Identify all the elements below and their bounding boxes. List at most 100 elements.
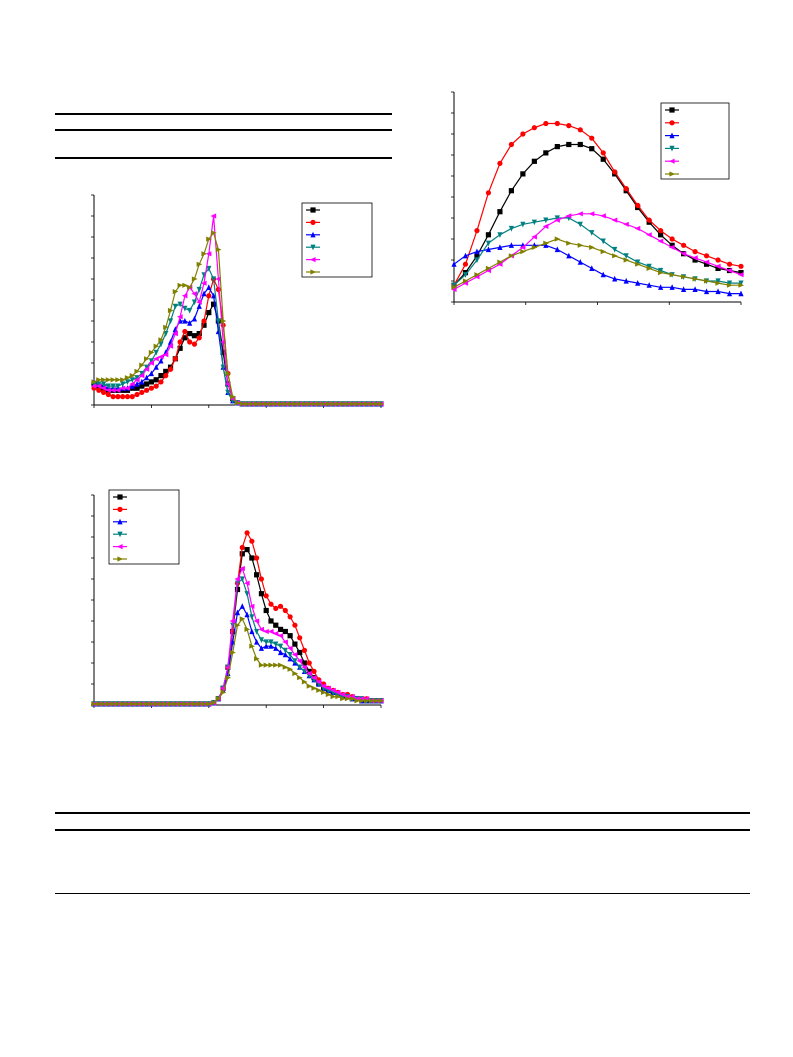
- chart-c-series-3-point: [635, 259, 641, 266]
- chart-b-series-3-point: [254, 628, 260, 635]
- chart-c-series-0-point: [554, 144, 560, 150]
- chart-c-series-2-point: [600, 271, 606, 278]
- chart-a-series-1-point: [100, 389, 107, 395]
- chart-a-series-5: [91, 230, 385, 407]
- chart-a-series-1-point: [187, 339, 193, 345]
- chart-c-series-0-point: [703, 261, 710, 267]
- chart-c-series-3-line: [453, 217, 741, 286]
- chart-a-series-4-point: [220, 339, 226, 345]
- chart-c-series-4-point: [600, 213, 606, 219]
- chart-b-series-2-point: [239, 603, 245, 609]
- chart-a-series-1-point: [163, 373, 169, 379]
- chart-b-legend: [108, 489, 180, 565]
- chart-a-series-0-point: [148, 379, 154, 385]
- chart-b-series-2-point: [249, 628, 255, 635]
- chart-c-series-0-point: [600, 156, 606, 162]
- chart-b-series-0-point: [292, 641, 298, 647]
- chart-c-series-2-point: [692, 286, 698, 292]
- chart-a-series-2-point: [210, 292, 217, 299]
- chart-b-series-4-point: [310, 675, 317, 681]
- chart-b-series-3: [91, 576, 384, 708]
- chart-a-series-5-point: [297, 401, 303, 407]
- chart-c-series-1-point: [612, 169, 618, 175]
- chart-a-series-0-point: [201, 322, 207, 328]
- chart-c-series-5-point: [612, 253, 618, 259]
- chart-a-legend-marker-2: [310, 231, 316, 238]
- chart-a-series-3-point: [100, 381, 107, 388]
- chart-b-series-5-point: [91, 701, 98, 707]
- chart-a-series-4-point: [181, 293, 188, 299]
- chart-a-series-0-point: [210, 301, 217, 307]
- chart-a-series-5-point: [96, 377, 102, 383]
- chart-a-legend-marker-4: [309, 257, 316, 263]
- chart-c-series-5-point: [600, 249, 607, 255]
- chart-a-series-0-point: [134, 385, 140, 391]
- chart-a-legend-marker-5: [310, 269, 317, 275]
- table-top-rule-3: [55, 157, 392, 159]
- chart-b-series-5-point: [177, 701, 184, 707]
- chart-c-series-2-point: [669, 284, 675, 290]
- chart-c-series-4-point: [565, 213, 572, 219]
- chart-b-series-3-point: [239, 576, 245, 583]
- chart-c-series-1-point: [566, 123, 572, 129]
- chart-b-series-5-point: [153, 701, 160, 707]
- chart-b-series-0-point: [301, 660, 308, 666]
- chart-b-series-0-point: [287, 633, 293, 639]
- chart-b-series-0-point: [277, 626, 284, 632]
- chart-c-series-3-point: [462, 272, 469, 278]
- chart-c-series-4-point: [554, 217, 560, 223]
- chart-c-series-3-point: [451, 282, 457, 289]
- chart-b-series-5-point: [335, 694, 342, 700]
- chart-a-series-5-point: [373, 401, 380, 407]
- chart-b-series-4-point: [306, 670, 312, 677]
- chart-a-series-4-point: [90, 383, 97, 389]
- chart-a-series-3-point: [105, 383, 111, 390]
- chart-a-series-5-point: [335, 401, 342, 407]
- chart-b-series-4-point: [320, 683, 327, 689]
- chart-a-series-3-point: [215, 318, 221, 325]
- chart-a-series-3-point: [187, 307, 193, 314]
- chart-b-series-4-point: [229, 618, 236, 624]
- chart-b-series-5-point: [306, 683, 313, 689]
- chart-a-series-4-point: [129, 381, 135, 387]
- chart-c-series-4-point: [646, 232, 652, 238]
- chart-b-series-0-point: [282, 628, 288, 635]
- chart-a-series-1-point: [196, 335, 202, 341]
- chart-c-series-2-point: [738, 290, 744, 297]
- chart-c-series-4-point: [623, 221, 629, 227]
- chart-a-series-4-point: [148, 360, 154, 366]
- chart-c-series-5-point: [577, 242, 584, 248]
- chart-b: [90, 489, 385, 708]
- chart-c-legend-marker-0: [669, 107, 675, 113]
- chart-a-series-5-point: [268, 401, 275, 407]
- chart-c-series-5-point: [726, 282, 733, 288]
- chart-a-series-5-point: [215, 247, 222, 253]
- chart-b-series-5-point: [254, 656, 260, 662]
- chart-b-series-5-point: [234, 622, 241, 628]
- chart-c-series-1-point: [738, 263, 744, 269]
- chart-b-series-5-point: [129, 701, 136, 707]
- chart-b-series-5-point: [330, 694, 337, 700]
- chart-a-series-4-point: [167, 343, 174, 349]
- chart-b-series-0-point: [297, 649, 303, 656]
- chart-b-series-1-point: [258, 576, 265, 582]
- chart-c-series-4-point: [669, 244, 675, 250]
- chart-a-series-5-point: [220, 318, 227, 324]
- chart-b-series-3-point: [273, 641, 279, 648]
- chart-a-series-4-point: [224, 381, 231, 387]
- chart-a-series-5-point: [244, 401, 251, 407]
- chart-a-series-2-point: [191, 315, 198, 322]
- chart-a-series-4-point: [114, 387, 121, 393]
- chart-a-series-3-point: [167, 318, 174, 325]
- chart-b-series-5-point: [206, 701, 212, 707]
- chart-a-series-5-point: [249, 401, 255, 407]
- chart-b-series-5-point: [96, 701, 102, 707]
- chart-c-series-5-point: [738, 282, 745, 288]
- chart-b-series-5-point: [277, 662, 284, 668]
- chart-b-series-5-point: [110, 701, 117, 707]
- chart-c-series-1-point: [715, 257, 721, 263]
- chart-b-series-3-point: [297, 664, 303, 671]
- chart-b-legend-marker-0: [117, 494, 123, 500]
- chart-b-series-5-point: [172, 701, 179, 707]
- chart-a-series-0-point: [144, 381, 150, 387]
